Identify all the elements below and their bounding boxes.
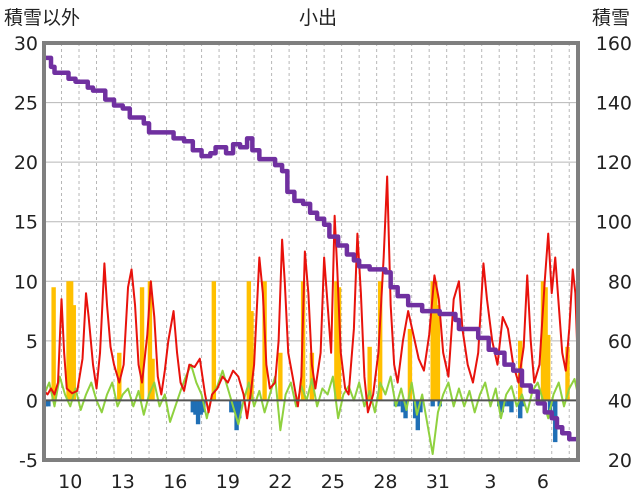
x-tick-label: 6 bbox=[537, 471, 549, 493]
blue-bar bbox=[46, 400, 51, 407]
orange-bar bbox=[336, 287, 342, 401]
y-axis-label-left: 積雪以外 bbox=[4, 7, 80, 29]
y-tick-right-label: 120 bbox=[596, 152, 632, 174]
orange-bar bbox=[543, 287, 548, 401]
y-ticks-left: -5 0 5 10 15 20 25 30 bbox=[14, 33, 38, 472]
y-axis-label-right: 積雪 bbox=[592, 7, 630, 29]
x-tick-label: 3 bbox=[484, 471, 496, 493]
orange-bar bbox=[139, 287, 145, 401]
y-tick-left-label: 25 bbox=[14, 93, 38, 115]
orange-bar bbox=[211, 281, 217, 401]
y-tick-left-label: 20 bbox=[14, 152, 38, 174]
orange-bar bbox=[249, 311, 254, 401]
x-tick-label: 31 bbox=[426, 471, 450, 493]
blue-bar bbox=[506, 400, 512, 407]
y-tick-right-label: 60 bbox=[608, 331, 632, 353]
blue-bar bbox=[229, 400, 234, 413]
orange-bar bbox=[565, 346, 570, 401]
orange-bar bbox=[150, 358, 155, 401]
y-tick-right-label: 160 bbox=[596, 33, 632, 55]
chart-title: 小出 bbox=[299, 7, 337, 29]
blue-bar bbox=[190, 400, 196, 413]
blue-bar bbox=[415, 400, 420, 431]
y-tick-left-label: 10 bbox=[14, 271, 38, 293]
orange-bar bbox=[147, 281, 153, 401]
orange-bar bbox=[117, 352, 122, 401]
orange-bar bbox=[435, 305, 441, 401]
y-tick-right-label: 80 bbox=[608, 271, 632, 293]
x-tick-label: 28 bbox=[373, 471, 397, 493]
blue-bar bbox=[550, 400, 555, 407]
blue-bar bbox=[237, 400, 242, 419]
x-ticks: 10 13 16 19 22 25 28 31 3 6 bbox=[58, 471, 549, 493]
y-tick-right-label: 100 bbox=[596, 212, 632, 234]
y-tick-right-label: 40 bbox=[608, 390, 632, 412]
y-tick-left-label: 15 bbox=[14, 212, 38, 234]
green-line bbox=[43, 363, 579, 456]
orange-bar bbox=[430, 281, 435, 401]
y-ticks-right: 20 40 60 80 100 120 140 160 bbox=[596, 33, 632, 472]
x-tick-label: 16 bbox=[163, 471, 187, 493]
x-tick-label: 13 bbox=[111, 471, 135, 493]
orange-bar bbox=[367, 346, 372, 401]
x-tick-label: 10 bbox=[58, 471, 82, 493]
blue-bar bbox=[518, 400, 523, 419]
blue-bar bbox=[499, 400, 505, 413]
orange-bar bbox=[309, 352, 315, 401]
orange-bar bbox=[66, 281, 71, 401]
y-tick-right-label: 20 bbox=[608, 450, 632, 472]
blue-bar bbox=[396, 400, 401, 407]
orange-bar bbox=[546, 334, 551, 401]
blue-bar bbox=[430, 400, 435, 407]
orange-bar bbox=[71, 305, 76, 401]
orange-bar bbox=[278, 352, 283, 401]
y-tick-left-label: 0 bbox=[26, 390, 38, 412]
y-tick-left-label: 5 bbox=[26, 331, 38, 353]
y-tick-left-label: 30 bbox=[14, 33, 38, 55]
y-tick-right-label: 140 bbox=[596, 93, 632, 115]
x-tick-label: 25 bbox=[321, 471, 345, 493]
orange-bar bbox=[51, 287, 56, 401]
series-lines bbox=[43, 55, 579, 456]
orange-bar bbox=[407, 328, 413, 401]
orange-bar bbox=[377, 281, 383, 401]
purple-line bbox=[44, 55, 577, 442]
blue-bar bbox=[418, 400, 423, 413]
y-tick-left-label: -5 bbox=[19, 450, 38, 472]
red-line bbox=[43, 175, 579, 420]
blue-bar bbox=[195, 400, 201, 425]
orange-bar bbox=[433, 281, 438, 401]
x-tick-label: 19 bbox=[216, 471, 240, 493]
blue-bar bbox=[193, 400, 198, 415]
orange-bar bbox=[68, 281, 74, 401]
plot-frame bbox=[42, 41, 580, 462]
orange-bar bbox=[540, 281, 546, 401]
blue-bar bbox=[509, 400, 514, 413]
blue-bar bbox=[520, 400, 526, 407]
orange-bar bbox=[246, 281, 252, 401]
x-tick-label: 22 bbox=[268, 471, 292, 493]
blue-bar bbox=[198, 400, 203, 415]
series-blue-bars bbox=[43, 400, 558, 443]
orange-bar bbox=[334, 281, 339, 401]
blue-bar bbox=[400, 400, 406, 413]
